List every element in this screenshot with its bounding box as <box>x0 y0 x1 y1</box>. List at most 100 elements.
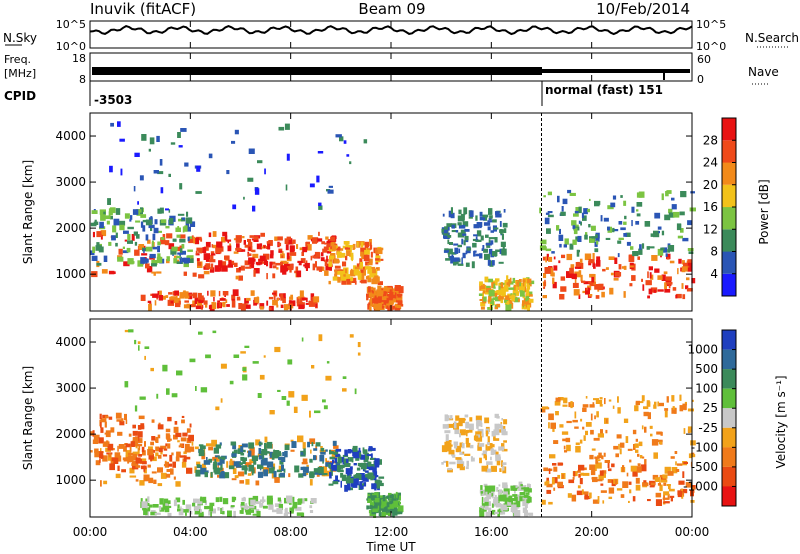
power-data-cell <box>577 235 582 242</box>
velocity-data-cell <box>637 453 640 457</box>
power-data-cell <box>479 281 483 286</box>
velocity-data-cell <box>199 450 205 455</box>
velocity-data-cell <box>606 419 608 424</box>
velocity-colorbar-segment <box>722 388 736 409</box>
velocity-data-cell <box>325 375 332 381</box>
velocity-data-cell <box>481 493 485 496</box>
velocity-data-cell <box>600 483 604 486</box>
power-data-cell <box>312 255 318 259</box>
velocity-colorbar-segment <box>722 466 736 487</box>
velocity-data-cell <box>228 465 235 470</box>
power-data-cell <box>180 128 187 132</box>
velocity-data-cell <box>637 401 644 404</box>
power-data-cell <box>268 296 274 300</box>
velocity-data-cell <box>157 424 164 430</box>
velocity-data-cell <box>282 452 285 456</box>
power-data-cell <box>390 292 397 299</box>
velocity-data-cell <box>575 446 581 453</box>
velocity-data-cell <box>475 431 482 436</box>
power-data-cell <box>313 296 320 303</box>
power-data-cell <box>448 252 450 258</box>
power-data-cell <box>378 258 384 261</box>
power-data-cell <box>205 259 210 262</box>
power-data-cell <box>451 224 455 229</box>
velocity-data-cell <box>396 494 399 499</box>
power-data-cell <box>107 198 111 205</box>
power-data-cell <box>453 243 459 246</box>
velocity-colorbar-frame <box>721 329 737 507</box>
velocity-data-cell <box>519 492 526 496</box>
velocity-data-cell <box>346 458 349 464</box>
velocity-data-cell <box>492 449 497 455</box>
power-data-cell <box>596 256 601 261</box>
velocity-data-cell <box>498 484 501 487</box>
velocity-data-cell <box>655 499 662 506</box>
power-data-cell <box>375 258 380 261</box>
velocity-data-cell <box>317 466 324 474</box>
power-data-cell <box>156 256 163 264</box>
velocity-data-cell <box>310 449 312 454</box>
power-data-cell <box>339 136 344 142</box>
power-data-cell <box>355 273 362 276</box>
power-data-cell <box>571 273 577 280</box>
velocity-data-cell <box>332 481 339 485</box>
velocity-data-cell <box>660 431 663 436</box>
power-data-cell <box>179 256 182 264</box>
velocity-data-cell <box>257 471 264 478</box>
power-data-cell <box>256 243 260 250</box>
velocity-data-cell <box>489 485 496 492</box>
velocity-data-cell <box>455 446 459 453</box>
power-data-cell <box>490 298 493 304</box>
power-data-cell <box>496 303 501 307</box>
velocity-data-cell <box>454 443 458 449</box>
velocity-data-cell <box>210 511 212 517</box>
velocity-data-cell <box>571 494 577 502</box>
power-data-cell <box>492 280 498 286</box>
power-colorbar-segment <box>722 140 736 163</box>
power-data-cell <box>170 296 177 303</box>
velocity-data-cell <box>646 400 650 407</box>
freq-trace-2 <box>542 69 690 73</box>
velocity-data-cell <box>325 449 328 452</box>
velocity-data-cell <box>131 460 138 464</box>
power-data-cell <box>276 267 279 270</box>
power-data-cell <box>394 285 401 291</box>
power-data-cell <box>382 305 387 308</box>
power-data-cell <box>649 272 652 279</box>
power-data-cell <box>228 259 232 265</box>
power-data-cell <box>573 289 580 296</box>
velocity-data-cell <box>194 466 197 473</box>
power-data-cell <box>363 139 368 144</box>
velocity-data-cell <box>444 414 448 422</box>
velocity-data-cell <box>339 464 345 469</box>
velocity-data-cell <box>522 497 528 500</box>
power-data-cell <box>492 297 499 301</box>
velocity-data-cell <box>114 456 118 463</box>
velocity-data-cell <box>371 483 377 490</box>
power-data-cell <box>247 177 254 182</box>
power-data-cell <box>240 265 245 271</box>
velocity-data-cell <box>640 464 647 472</box>
velocity-data-cell <box>185 443 190 450</box>
velocity-data-cell <box>465 466 469 470</box>
power-data-cell <box>132 209 139 215</box>
velocity-data-cell <box>377 487 380 491</box>
power-data-cell <box>318 231 320 236</box>
power-data-cell <box>326 251 332 254</box>
velocity-data-cell <box>99 454 104 459</box>
power-data-cell <box>480 235 484 241</box>
power-data-cell <box>595 295 600 299</box>
power-data-cell <box>475 236 478 241</box>
power-data-cell <box>367 266 372 273</box>
power-data-cell <box>346 154 350 157</box>
velocity-data-cell <box>679 394 682 401</box>
power-data-cell <box>324 261 328 266</box>
velocity-data-cell <box>459 442 464 448</box>
power-data-cell <box>393 292 396 295</box>
power-data-cell <box>557 195 560 203</box>
velocity-data-cell <box>90 450 93 453</box>
power-data-cell <box>151 240 154 247</box>
velocity-data-cell <box>675 461 677 466</box>
velocity-data-cell <box>340 480 342 488</box>
power-data-cell <box>588 224 591 228</box>
